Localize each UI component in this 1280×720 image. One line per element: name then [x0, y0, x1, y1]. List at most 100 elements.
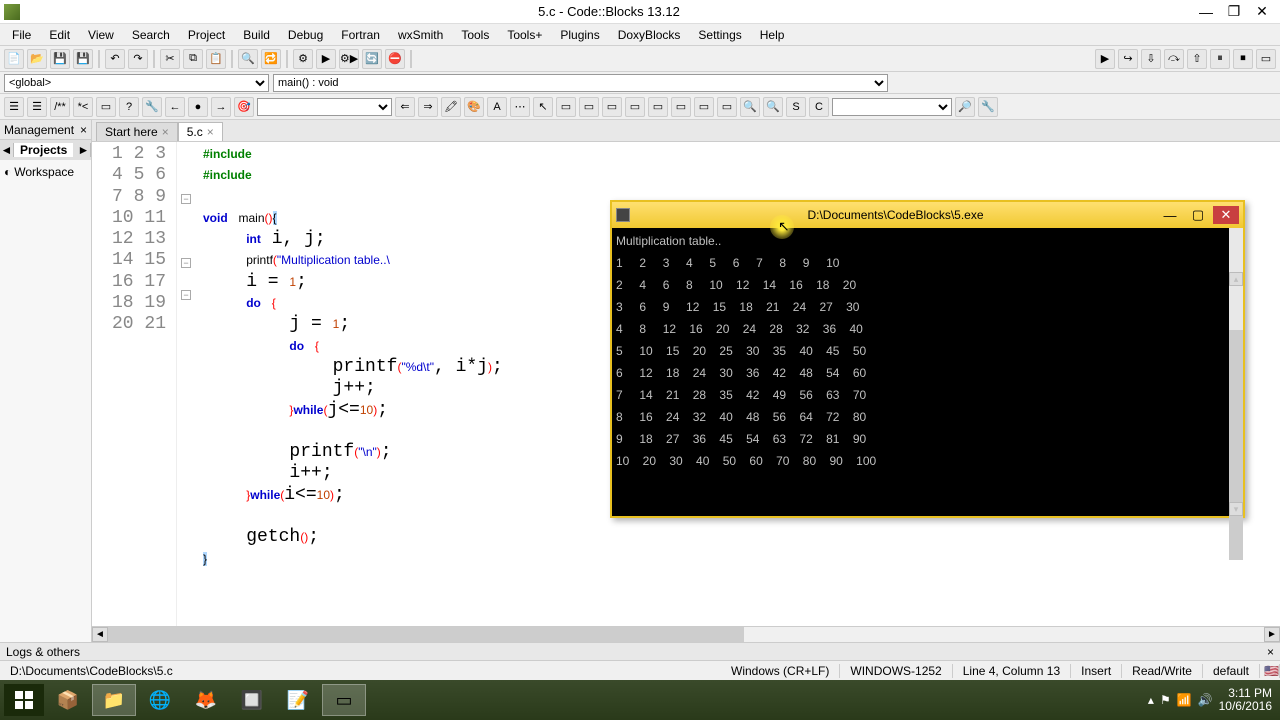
- bookmark-icon[interactable]: ☰: [4, 97, 24, 117]
- arrow-right-icon[interactable]: ⇒: [418, 97, 438, 117]
- find-icon[interactable]: 🔍: [238, 49, 258, 69]
- debug-run-icon[interactable]: ▶: [1095, 49, 1115, 69]
- close-tab-icon[interactable]: ×: [162, 125, 169, 139]
- menu-build[interactable]: Build: [235, 26, 278, 44]
- menu-toolsplus[interactable]: Tools+: [499, 26, 550, 44]
- scroll-right-icon[interactable]: ►: [1264, 627, 1280, 642]
- task-firefox-icon[interactable]: 🦊: [184, 684, 228, 716]
- logs-close-icon[interactable]: ×: [1267, 645, 1274, 659]
- logs-panel[interactable]: Logs & others ×: [0, 642, 1280, 660]
- copy-icon[interactable]: ⧉: [183, 49, 203, 69]
- open-icon[interactable]: 📂: [27, 49, 47, 69]
- task-dev-icon[interactable]: 🔲: [230, 684, 274, 716]
- box-icon[interactable]: ▭: [96, 97, 116, 117]
- workspace-node[interactable]: Workspace: [14, 165, 74, 179]
- project-tree[interactable]: ◐Workspace: [0, 160, 91, 184]
- rect2-icon[interactable]: ▭: [579, 97, 599, 117]
- comment-icon[interactable]: /**: [50, 97, 70, 117]
- vscroll-thumb[interactable]: [1229, 330, 1243, 560]
- undo-icon[interactable]: ↶: [105, 49, 125, 69]
- rect6-icon[interactable]: ▭: [671, 97, 691, 117]
- scope-func-select[interactable]: main() : void: [273, 74, 888, 92]
- save-all-icon[interactable]: 💾: [73, 49, 93, 69]
- new-file-icon[interactable]: 📄: [4, 49, 24, 69]
- highlight-icon[interactable]: 🖍: [441, 97, 461, 117]
- target-icon[interactable]: 🎯: [234, 97, 254, 117]
- menu-project[interactable]: Project: [180, 26, 233, 44]
- debug-pause-icon[interactable]: ⏸: [1210, 49, 1230, 69]
- tray-up-icon[interactable]: ▴: [1148, 693, 1154, 707]
- cut-icon[interactable]: ✂: [160, 49, 180, 69]
- close-tab-icon[interactable]: ×: [207, 125, 214, 139]
- build-icon[interactable]: ⚙: [293, 49, 313, 69]
- text-a-icon[interactable]: A: [487, 97, 507, 117]
- rect5-icon[interactable]: ▭: [648, 97, 668, 117]
- tray-vol-icon[interactable]: 🔊: [1198, 693, 1213, 707]
- scroll-up-icon[interactable]: ▴: [1229, 272, 1243, 286]
- task-codeblocks-icon[interactable]: ▭: [322, 684, 366, 716]
- wrench-icon[interactable]: 🔧: [142, 97, 162, 117]
- nav-fwd-icon[interactable]: →: [211, 97, 231, 117]
- arrow-left-icon[interactable]: ⇐: [395, 97, 415, 117]
- uncomment-icon[interactable]: *<: [73, 97, 93, 117]
- tray-flag-icon[interactable]: ⚑: [1160, 693, 1171, 707]
- bookmark-next-icon[interactable]: ☰: [27, 97, 47, 117]
- search-select[interactable]: [832, 98, 952, 116]
- debug-stop-icon[interactable]: ⏹: [1233, 49, 1253, 69]
- start-button[interactable]: [4, 684, 44, 716]
- tab-start-here[interactable]: Start here×: [96, 122, 178, 141]
- menu-file[interactable]: File: [4, 26, 39, 44]
- console-titlebar[interactable]: D:\Documents\CodeBlocks\5.exe — ▢ ✕: [612, 202, 1243, 228]
- console-window[interactable]: D:\Documents\CodeBlocks\5.exe — ▢ ✕ Mult…: [610, 200, 1245, 518]
- scope-global-select[interactable]: <global>: [4, 74, 269, 92]
- menu-settings[interactable]: Settings: [690, 26, 749, 44]
- tray-net-icon[interactable]: 📶: [1177, 693, 1192, 707]
- tray-clock[interactable]: 3:11 PM 10/6/2016: [1219, 687, 1272, 713]
- console-vscroll[interactable]: ▴ ▾: [1229, 228, 1243, 516]
- build-run-icon[interactable]: ⚙▶: [339, 49, 359, 69]
- console-close-button[interactable]: ✕: [1213, 206, 1239, 224]
- rect3-icon[interactable]: ▭: [602, 97, 622, 117]
- maximize-button[interactable]: ❐: [1220, 2, 1248, 22]
- task-notepad-icon[interactable]: 📝: [276, 684, 320, 716]
- menu-edit[interactable]: Edit: [41, 26, 78, 44]
- zoom-in-icon[interactable]: 🔍: [740, 97, 760, 117]
- s-icon[interactable]: S: [786, 97, 806, 117]
- redo-icon[interactable]: ↷: [128, 49, 148, 69]
- paste-icon[interactable]: 📋: [206, 49, 226, 69]
- menu-doxyblocks[interactable]: DoxyBlocks: [610, 26, 689, 44]
- palette-icon[interactable]: 🎨: [464, 97, 484, 117]
- run-icon[interactable]: ▶: [316, 49, 336, 69]
- menu-debug[interactable]: Debug: [280, 26, 331, 44]
- minimize-button[interactable]: —: [1192, 2, 1220, 22]
- console-minimize-button[interactable]: —: [1157, 206, 1183, 224]
- search-go-icon[interactable]: 🔎: [955, 97, 975, 117]
- task-explorer-icon[interactable]: 📁: [92, 684, 136, 716]
- step-into-icon[interactable]: ⇩: [1141, 49, 1161, 69]
- menu-search[interactable]: Search: [124, 26, 178, 44]
- tab-prev-icon[interactable]: ◄: [0, 143, 14, 157]
- console-maximize-button[interactable]: ▢: [1185, 206, 1211, 224]
- debug-window-icon[interactable]: ▭: [1256, 49, 1276, 69]
- debug-continue-icon[interactable]: ↪: [1118, 49, 1138, 69]
- rect7-icon[interactable]: ▭: [694, 97, 714, 117]
- rect4-icon[interactable]: ▭: [625, 97, 645, 117]
- menu-tools[interactable]: Tools: [453, 26, 497, 44]
- menu-plugins[interactable]: Plugins: [552, 26, 607, 44]
- c-icon[interactable]: C: [809, 97, 829, 117]
- tab-next-icon[interactable]: ►: [77, 143, 91, 157]
- help-icon[interactable]: ?: [119, 97, 139, 117]
- cursor-icon[interactable]: ↖: [533, 97, 553, 117]
- settings-icon[interactable]: 🔧: [978, 97, 998, 117]
- nav-back-icon[interactable]: ←: [165, 97, 185, 117]
- close-button[interactable]: ✕: [1248, 2, 1276, 22]
- scroll-thumb[interactable]: [108, 627, 744, 642]
- fold-gutter[interactable]: − − −: [177, 142, 195, 626]
- scroll-left-icon[interactable]: ◄: [92, 627, 108, 642]
- rebuild-icon[interactable]: 🔄: [362, 49, 382, 69]
- projects-tab[interactable]: Projects: [14, 143, 73, 157]
- h-scrollbar[interactable]: ◄ ►: [92, 626, 1280, 642]
- panel-close-icon[interactable]: ×: [80, 123, 87, 137]
- menu-view[interactable]: View: [80, 26, 122, 44]
- menu-fortran[interactable]: Fortran: [333, 26, 388, 44]
